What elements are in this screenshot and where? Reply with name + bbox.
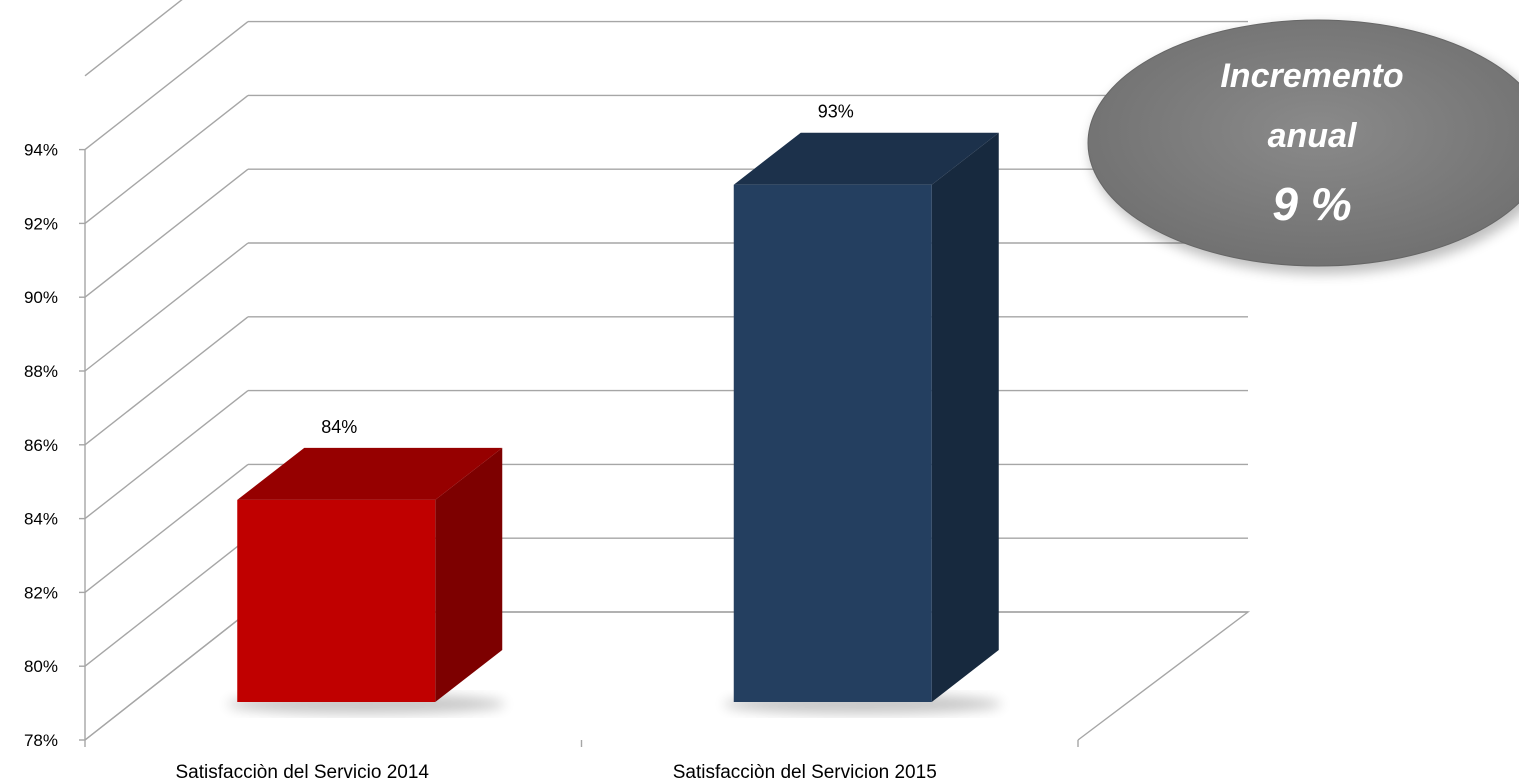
y-tick-label: 88% xyxy=(24,362,58,381)
gridline-depth xyxy=(84,168,249,298)
gridline-depth xyxy=(84,21,249,151)
bars xyxy=(227,132,1002,714)
y-tick-label: 82% xyxy=(24,583,58,602)
gridline-depth xyxy=(84,242,249,372)
bar-front xyxy=(733,184,932,702)
category-label: Satisfacciòn del Servicio 2014 xyxy=(176,762,430,782)
callout-line1: Incremento xyxy=(1220,57,1403,95)
gridline-depth xyxy=(84,537,249,667)
bar-top xyxy=(237,447,503,500)
callout-line2: anual xyxy=(1268,117,1358,155)
gridline-depth xyxy=(84,463,249,593)
bar-side xyxy=(435,447,503,702)
bar-1 xyxy=(227,447,506,714)
y-tick-label: 80% xyxy=(24,657,58,676)
y-axis: 78% 80% 82% 84% 86% 88% 90% 92% 94% xyxy=(24,141,1079,750)
labels: 84% Satisfacciòn del Servicio 2014 93% Sati… xyxy=(176,102,937,782)
category-label: Satisfacciòn del Servicion 2015 xyxy=(673,762,937,782)
y-tick-label: 94% xyxy=(24,141,58,160)
data-label: 84% xyxy=(321,417,357,437)
y-tick-label: 84% xyxy=(24,510,58,529)
bar-front xyxy=(237,499,436,702)
gridline-depth xyxy=(84,611,249,741)
y-tick-label: 78% xyxy=(24,731,58,750)
gridline-depth xyxy=(84,390,249,520)
data-label: 93% xyxy=(818,102,854,122)
bar-2 xyxy=(723,132,1002,714)
gridline-depth xyxy=(84,316,249,446)
y-tick-label: 86% xyxy=(24,436,58,455)
gridline-depth xyxy=(84,94,249,224)
y-tick-label: 92% xyxy=(24,214,58,233)
gridline-depth xyxy=(84,0,183,77)
callout-value: 9 % xyxy=(1272,178,1351,230)
y-tick-label: 90% xyxy=(24,288,58,307)
callout-ellipse xyxy=(1087,19,1519,267)
bar-side xyxy=(931,132,999,702)
bar-top xyxy=(733,132,999,185)
increment-callout: Incremento anual 9 % xyxy=(1087,19,1519,274)
